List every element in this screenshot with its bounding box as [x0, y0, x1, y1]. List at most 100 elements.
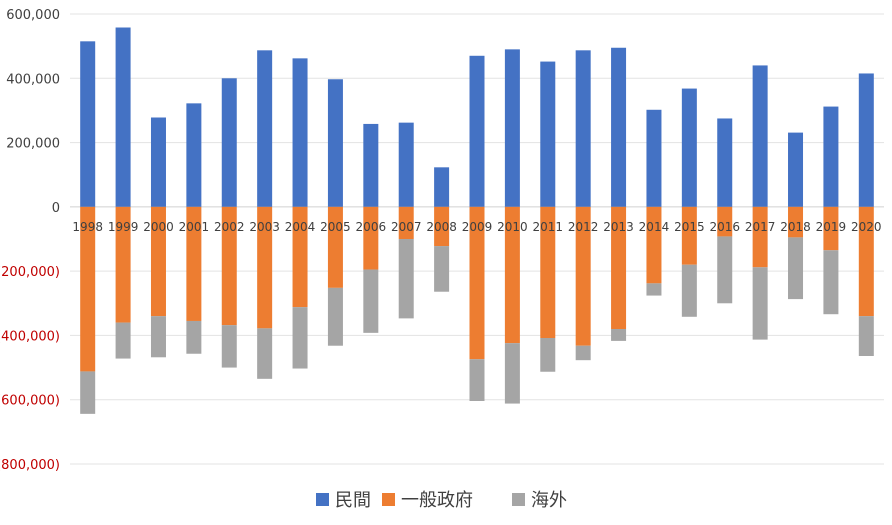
- y-tick-label: (600,000): [0, 394, 60, 409]
- bar-segment: [504, 206, 520, 344]
- bar-segment: [717, 118, 733, 207]
- y-tick-label: (200,000): [0, 265, 60, 280]
- x-tick-label: 2020: [851, 220, 882, 234]
- bar-segment: [398, 239, 414, 319]
- bar-segment: [858, 316, 874, 356]
- bar-segment: [469, 55, 485, 207]
- bar-segment: [611, 329, 627, 341]
- x-tick-label: 2014: [639, 220, 670, 234]
- bar-segment: [681, 206, 697, 265]
- bar-segment: [398, 122, 414, 207]
- bar-segment: [469, 359, 485, 401]
- bar-segment: [80, 41, 96, 207]
- x-tick-label: 2006: [356, 220, 387, 234]
- x-tick-label: 2005: [320, 220, 351, 234]
- x-tick-label: 2011: [533, 220, 564, 234]
- bar-segment: [575, 206, 591, 346]
- bar-segment: [257, 328, 273, 379]
- bar-segment: [823, 206, 839, 251]
- bar-segment: [80, 371, 96, 414]
- x-tick-label: 2016: [709, 220, 740, 234]
- x-tick-label: 2004: [285, 220, 316, 234]
- bar-segment: [221, 325, 237, 368]
- y-tick-label: 0: [52, 201, 60, 216]
- legend: 民間 一般政府 海外: [316, 490, 567, 511]
- bar-segment: [540, 206, 556, 338]
- y-tick-label: (400,000): [0, 329, 60, 344]
- bar-segment: [80, 206, 96, 372]
- bar-segment: [186, 320, 202, 354]
- bar-segment: [823, 250, 839, 315]
- x-tick-label: 2003: [249, 220, 280, 234]
- bar-segment: [646, 109, 662, 207]
- bar-segment: [221, 78, 237, 207]
- legend-swatch: [512, 493, 525, 506]
- bar-segment: [115, 206, 131, 323]
- bar-segment: [540, 338, 556, 372]
- x-tick-label: 2019: [816, 220, 847, 234]
- bar-segment: [858, 206, 874, 317]
- x-tick-label: 2008: [426, 220, 457, 234]
- legend-swatch: [316, 493, 329, 506]
- bar-segment: [788, 206, 804, 238]
- bar-segment: [221, 206, 237, 326]
- bar-segment: [327, 206, 343, 288]
- x-tick-label: 2012: [568, 220, 599, 234]
- x-tick-label: 2001: [179, 220, 210, 234]
- bar-segment: [717, 206, 733, 237]
- legend-label: 海外: [531, 490, 567, 511]
- legend-label: 一般政府: [401, 490, 473, 511]
- x-tick-label: 1999: [108, 220, 139, 234]
- bar-segment: [504, 343, 520, 404]
- bar-segment: [823, 106, 839, 207]
- x-tick-label: 2009: [462, 220, 493, 234]
- bar-segment: [469, 206, 485, 360]
- legend-swatch: [382, 493, 395, 506]
- x-tick-label: 2018: [780, 220, 811, 234]
- legend-label: 民間: [335, 490, 371, 511]
- bar-segment: [186, 206, 202, 321]
- x-tick-label: 1998: [72, 220, 103, 234]
- bars: [80, 27, 874, 414]
- bar-segment: [681, 88, 697, 207]
- bar-segment: [150, 316, 166, 358]
- bar-segment: [504, 49, 520, 207]
- bar-segment: [575, 50, 591, 207]
- bar-segment: [575, 345, 591, 361]
- x-tick-label: 2007: [391, 220, 422, 234]
- bar-segment: [292, 307, 308, 369]
- x-tick-label: 2013: [603, 220, 634, 234]
- bar-segment: [681, 264, 697, 317]
- bar-segment: [398, 206, 414, 239]
- x-tick-label: 2002: [214, 220, 245, 234]
- bar-segment: [257, 206, 273, 329]
- bar-segment: [788, 237, 804, 300]
- y-tick-label: (800,000): [0, 458, 60, 473]
- bar-segment: [858, 73, 874, 207]
- bar-segment: [540, 61, 556, 207]
- bar-segment: [646, 206, 662, 284]
- y-tick-label: 200,000: [6, 137, 60, 152]
- bar-segment: [150, 206, 166, 317]
- x-axis: 1998 1999 2000 2001 2002 2003 2004 2005 2006 2007…: [72, 220, 881, 234]
- bar-segment: [327, 79, 343, 207]
- bar-segment: [363, 269, 379, 333]
- bar-segment: [611, 47, 627, 207]
- y-axis: 600,000 400,000 200,000 0 (200,000) (400,000)…: [0, 8, 60, 473]
- bar-segment: [434, 246, 450, 292]
- bar-segment: [292, 58, 308, 207]
- bar-segment: [257, 50, 273, 207]
- bar-segment: [150, 117, 166, 207]
- bar-segment: [752, 267, 768, 340]
- y-tick-label: 400,000: [6, 72, 60, 87]
- bar-segment: [115, 27, 131, 207]
- bar-segment: [611, 206, 627, 329]
- x-tick-label: 2017: [745, 220, 776, 234]
- x-tick-label: 2015: [674, 220, 705, 234]
- bar-segment: [115, 322, 131, 359]
- bar-segment: [717, 236, 733, 304]
- bar-segment: [186, 103, 202, 207]
- bar-segment: [327, 287, 343, 346]
- bar-segment: [363, 123, 379, 207]
